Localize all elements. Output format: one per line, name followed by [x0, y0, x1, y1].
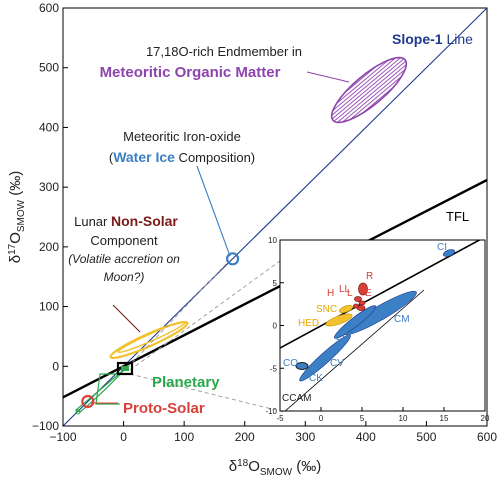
inset-label-r: R — [366, 271, 373, 282]
inset-label-ci: CI — [437, 242, 447, 253]
inset-cr-region — [334, 305, 376, 339]
lunar-label-line4: Moon?) — [104, 270, 145, 284]
inset-label-cm: CM — [394, 314, 410, 325]
inset-cv-region — [299, 334, 351, 382]
inset-x-tick-label: 15 — [440, 414, 449, 423]
inset-y-tick-label: -5 — [270, 364, 278, 373]
inset-label-co: CO — [283, 358, 298, 369]
inset-frame — [279, 239, 486, 412]
organic-matter-region — [330, 56, 408, 124]
inset-x-tick-label: 10 — [399, 414, 408, 423]
x-tick-label: −100 — [49, 430, 76, 444]
inset-label-cv: CV — [330, 358, 344, 369]
inset-x-tick-label: 20 — [481, 414, 490, 423]
plot-frame — [62, 7, 488, 427]
organic-label-line1: 17,18O-rich Endmember in — [146, 44, 302, 59]
tfl-label: TFL — [446, 209, 469, 224]
inset-y-tick-label: -10 — [265, 407, 277, 416]
inset-y-tick-label: 10 — [268, 236, 277, 245]
inset-label-ll: LL — [339, 284, 351, 295]
guide-dashed-2 — [129, 257, 285, 371]
y-tick-label: 500 — [39, 61, 59, 75]
y-tick-label: 600 — [39, 1, 59, 15]
inset-label-e: E — [365, 288, 372, 299]
leader-lunar — [112, 304, 141, 333]
inset-y-tick-label: 5 — [273, 279, 278, 288]
inset-ck-region — [295, 362, 309, 370]
x-tick-label: 0 — [120, 430, 127, 444]
lunar-region-inner — [117, 320, 187, 354]
inset-label-cr: CR — [335, 332, 349, 343]
x-tick-label: 600 — [477, 430, 497, 444]
inset-label-hed: HED — [298, 318, 319, 329]
inset-label-ccam: CCAM — [282, 393, 311, 404]
lunar-region-outer — [109, 320, 189, 360]
inset-x-tick-label: -5 — [276, 414, 284, 423]
x-tick-label: 300 — [295, 430, 315, 444]
y-tick-label: 300 — [39, 180, 59, 194]
x-tick-label: 500 — [416, 430, 436, 444]
inset-ll-region — [354, 296, 362, 302]
inset-hed-region — [325, 313, 353, 327]
inset-l-region — [358, 300, 366, 306]
planetary-box-inner — [121, 366, 129, 371]
inset-label-h: H — [327, 288, 334, 299]
inset-ccam-line — [284, 289, 425, 411]
inset-y-tick-label: 0 — [273, 322, 278, 331]
iron-label-line1: Meteoritic Iron-oxide — [123, 129, 241, 144]
y-tick-label: 200 — [39, 240, 59, 254]
protosolar-label: Proto-Solar — [123, 400, 205, 417]
inset-y-ticks: -10 -5 0 5 10 — [265, 236, 284, 416]
inset-r-region — [358, 282, 368, 296]
planetary-label: Planetary — [152, 374, 220, 391]
planetary-bracket — [95, 373, 120, 405]
guide-dashed-3 — [129, 373, 285, 413]
iron-label-line2: (Water Ice Composition) — [109, 149, 255, 165]
slope1-line — [63, 8, 487, 426]
x-tick-label: 400 — [356, 430, 376, 444]
x-tick-label: 200 — [235, 430, 255, 444]
x-axis-ticks: −100 0 100 200 300 400 500 600 — [49, 421, 497, 444]
x-tick-label: 100 — [174, 430, 194, 444]
iron-oxide-point — [226, 252, 240, 266]
organic-label-line2: Meteoritic Organic Matter — [100, 64, 281, 81]
leader-organic — [306, 71, 350, 83]
inset-label-snc: SNC — [316, 304, 337, 315]
inset-e-region — [353, 303, 359, 309]
lunar-label-line1: Lunar Non-Solar — [74, 213, 178, 229]
inset-ci-region — [442, 249, 456, 257]
slope1-label: Slope-1 Line — [392, 31, 473, 47]
guide-dashed-1 — [126, 261, 229, 369]
y-axis-label: δ17OSMOW (‰) — [7, 171, 27, 264]
small-green-dot — [75, 409, 81, 415]
y-tick-label: 0 — [52, 359, 59, 373]
inset-label-l: L — [347, 288, 353, 299]
inset-snc-region — [339, 305, 353, 313]
leader-iron — [196, 165, 231, 257]
y-tick-label: 100 — [39, 300, 59, 314]
protosolar-point — [81, 394, 95, 409]
x-axis-label: δ18OSMOW (‰) — [229, 458, 322, 478]
inset-label-ck: CK — [309, 373, 323, 384]
lunar-label-line3: (Volatile accretion on — [68, 252, 180, 266]
lunar-label-line2: Component — [90, 233, 158, 248]
inset-x-tick-label: 0 — [319, 414, 324, 423]
y-axis-ticks: −100 0 100 200 300 400 500 600 — [32, 1, 68, 433]
y-tick-label: −100 — [32, 419, 59, 433]
y-tick-label: 400 — [39, 120, 59, 134]
inset-x-tick-label: 5 — [360, 414, 365, 423]
planetary-box — [116, 361, 134, 376]
inset-x-ticks: -5 0 5 10 15 20 — [276, 407, 490, 423]
